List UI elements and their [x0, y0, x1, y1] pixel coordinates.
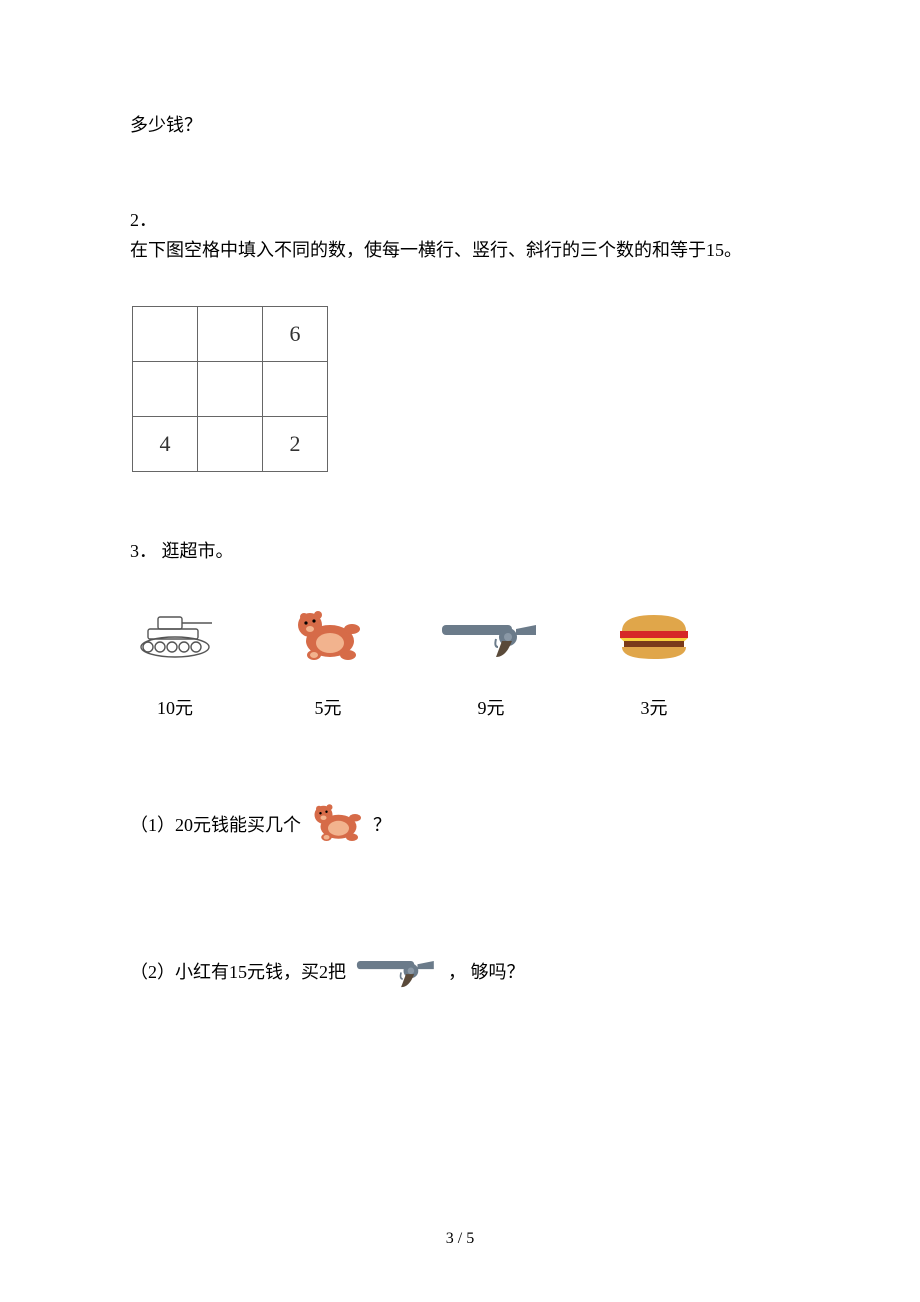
grid-cell-r3c3: 2	[263, 416, 328, 471]
price-bear: 5元	[315, 694, 342, 720]
q3-1-post: ？	[373, 816, 391, 834]
shop-item-burger: 3元	[614, 606, 694, 720]
shop-item-gun: 9元	[436, 606, 546, 720]
q3-2-pre: （2）小红有15元钱，买2把	[130, 963, 346, 981]
q3-1-pre: （1）20元钱能买几个	[130, 816, 301, 834]
grid-cell-r3c1: 4	[133, 416, 198, 471]
page: 多少钱？ 2． 在下图空格中填入不同的数，使每一横行、竖行、斜行的三个数的和等于…	[0, 0, 920, 1302]
magic-square-grid: 6 4 2	[132, 306, 328, 472]
page-number: 3 / 5	[0, 1230, 920, 1248]
bear-inline-icon	[307, 800, 367, 849]
tank-icon	[130, 611, 220, 661]
grid-cell-r1c3: 6	[263, 306, 328, 361]
gun-inline-icon	[352, 949, 442, 994]
grid-cell-r3c2	[198, 416, 263, 471]
price-gun: 9元	[478, 694, 505, 720]
grid-cell-r2c3	[263, 361, 328, 416]
grid-cell-r1c2	[198, 306, 263, 361]
gun-icon	[436, 611, 546, 661]
price-burger: 3元	[641, 694, 668, 720]
bear-icon	[288, 607, 368, 665]
q2-number: 2．	[130, 205, 790, 236]
q3-2-post: ， 够吗？	[448, 963, 525, 981]
price-tank: 10元	[157, 694, 193, 720]
q2-text: 在下图空格中填入不同的数，使每一横行、竖行、斜行的三个数的和等于15。	[130, 235, 790, 266]
shop-item-bear: 5元	[288, 606, 368, 720]
q3-heading: 3． 逛超市。	[130, 536, 790, 567]
shop-row: 10元 5元	[130, 606, 790, 720]
q3-sub2: （2）小红有15元钱，买2把 ， 够吗？	[130, 949, 790, 994]
grid-cell-r2c2	[198, 361, 263, 416]
grid-cell-r2c1	[133, 361, 198, 416]
q1-tail-text: 多少钱？	[130, 110, 790, 141]
q3-sub1: （1）20元钱能买几个 ？	[130, 800, 790, 849]
shop-item-tank: 10元	[130, 606, 220, 720]
burger-icon	[614, 611, 694, 661]
grid-cell-r1c1	[133, 306, 198, 361]
